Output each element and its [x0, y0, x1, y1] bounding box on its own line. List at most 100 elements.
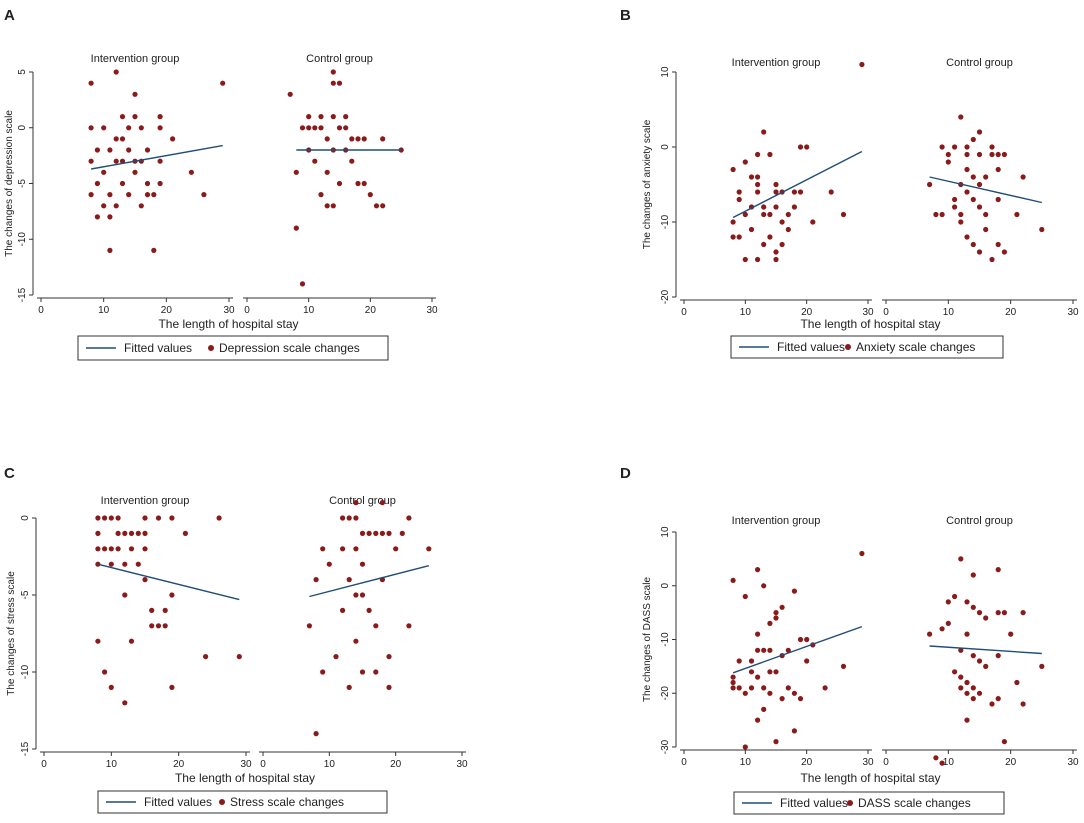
data-point — [779, 241, 785, 248]
legend-label-scale: DASS scale changes — [858, 796, 971, 810]
data-point — [952, 196, 958, 203]
data-point — [964, 717, 970, 723]
data-point — [983, 615, 989, 621]
data-point — [169, 684, 175, 691]
data-point — [755, 717, 761, 723]
data-point — [88, 80, 94, 86]
fitted-line — [90, 144, 223, 170]
data-point — [761, 129, 767, 135]
x-tick-label: 10 — [740, 757, 752, 768]
y-tick-label: -20 — [660, 289, 671, 304]
fitted-line — [97, 563, 240, 601]
data-point — [101, 125, 107, 131]
data-point — [367, 192, 373, 198]
data-point — [773, 249, 779, 255]
data-point — [157, 125, 163, 131]
data-point — [386, 654, 392, 660]
data-point — [361, 180, 367, 187]
data-point — [340, 546, 346, 552]
legend: Fitted values Anxiety scale changes — [730, 335, 1004, 359]
data-point — [767, 647, 773, 653]
data-point — [755, 174, 761, 180]
subplot-title: Control group — [306, 53, 373, 65]
x-tick-label: 10 — [303, 305, 315, 316]
x-tick-label: 10 — [324, 759, 336, 770]
data-point — [386, 684, 392, 691]
data-point — [761, 241, 767, 248]
data-point — [970, 696, 976, 702]
subplot-title: Intervention group — [732, 515, 821, 527]
data-point — [970, 685, 976, 691]
data-point — [736, 234, 742, 240]
data-point — [995, 151, 1001, 158]
data-point — [785, 226, 791, 233]
data-point — [113, 136, 119, 142]
data-point — [330, 69, 336, 75]
data-point — [399, 530, 405, 537]
data-point — [983, 211, 989, 218]
fitted-line — [732, 150, 863, 219]
data-point — [761, 706, 767, 713]
data-point — [349, 136, 355, 142]
data-point — [95, 515, 101, 521]
data-point — [1020, 610, 1026, 616]
data-point — [773, 181, 779, 188]
data-point — [373, 669, 379, 675]
data-point — [810, 219, 816, 225]
data-point — [359, 561, 366, 567]
x-tick-label: 20 — [365, 305, 377, 316]
data-point — [970, 572, 976, 578]
data-point — [359, 530, 366, 537]
x-tick-label: 20 — [1005, 307, 1017, 318]
x-tick-label: 30 — [1067, 307, 1079, 318]
data-point — [108, 561, 114, 567]
data-point — [995, 610, 1001, 616]
data-point — [791, 204, 798, 210]
data-point — [748, 658, 755, 664]
panel-b: B -20 -10 0 10 The changes of anxiety scale In… — [620, 7, 1079, 359]
panel-c: C -15 -10 -5 0 The changes of stress scale Int… — [4, 465, 468, 814]
data-point — [318, 125, 324, 131]
data-point — [730, 219, 736, 225]
data-point — [779, 696, 785, 702]
data-point — [970, 174, 976, 180]
data-point — [201, 192, 207, 198]
y-tick-label: -15 — [17, 287, 28, 302]
data-point — [144, 180, 151, 187]
data-point — [976, 690, 983, 696]
data-point — [313, 577, 319, 583]
subplot-intervention: Intervention group 0 10 20 30 — [37, 53, 235, 316]
y-tick-label: 0 — [660, 144, 671, 150]
data-point — [157, 158, 163, 164]
data-point — [426, 546, 432, 552]
data-point — [122, 592, 128, 598]
data-point — [379, 500, 385, 506]
y-tick-label: -10 — [20, 664, 31, 679]
data-point — [135, 530, 141, 537]
data-point — [188, 169, 194, 175]
data-point — [773, 669, 779, 675]
data-point — [748, 669, 755, 675]
data-point — [797, 636, 804, 643]
data-point — [355, 136, 361, 142]
data-point — [132, 114, 138, 120]
data-point — [773, 615, 779, 621]
x-tick-label: 10 — [106, 759, 118, 770]
data-point — [119, 114, 126, 120]
data-point — [773, 204, 779, 210]
data-point — [939, 144, 945, 150]
subplot-title: Control group — [946, 515, 1013, 527]
data-point — [983, 174, 989, 180]
data-point — [113, 69, 119, 75]
data-point — [320, 546, 326, 552]
data-point — [976, 129, 983, 135]
data-point — [340, 515, 346, 521]
data-point — [162, 607, 168, 614]
data-point — [115, 515, 121, 521]
panel-a: A -15 -10 -5 0 5 The changes of depression sca… — [4, 7, 438, 361]
data-point — [767, 211, 773, 218]
data-point — [144, 147, 151, 153]
data-point — [355, 180, 361, 187]
data-point — [761, 647, 767, 653]
